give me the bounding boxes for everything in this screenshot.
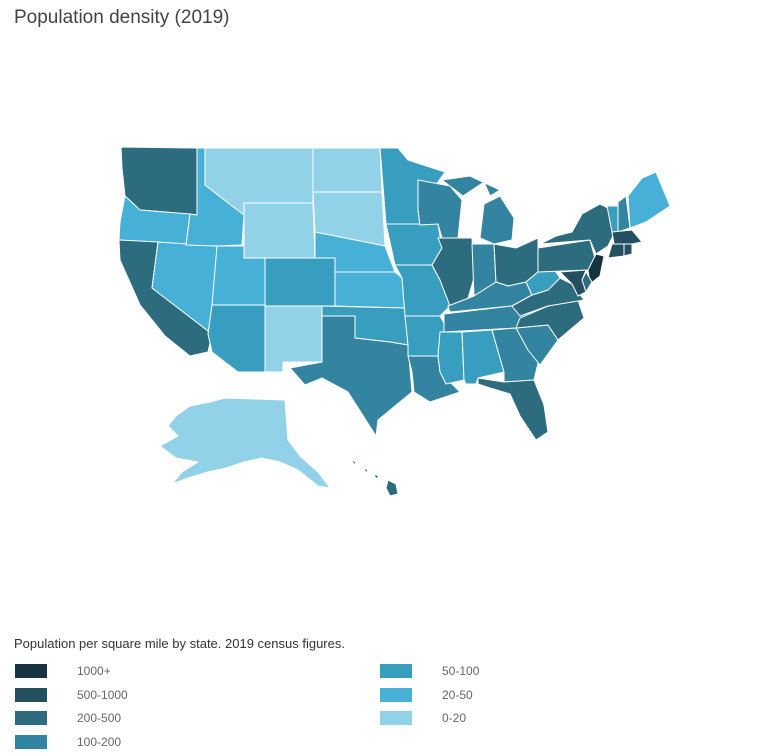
- state-nj[interactable]: [587, 253, 605, 285]
- state-ri[interactable]: [623, 243, 633, 257]
- state-me[interactable]: [627, 171, 671, 229]
- state-nd[interactable]: [312, 147, 383, 193]
- legend-swatch: [15, 664, 47, 678]
- state-mi[interactable]: [441, 175, 515, 245]
- legend-swatch: [380, 711, 412, 725]
- legend-item-0-20: 0-20: [380, 711, 466, 725]
- legend-label: 200-500: [77, 711, 122, 725]
- legend-label: 1000+: [77, 664, 111, 678]
- state-ks[interactable]: [334, 271, 406, 309]
- legend-label: 20-50: [442, 688, 473, 702]
- state-ms[interactable]: [437, 331, 465, 385]
- legend-item-200-500: 200-500: [15, 711, 121, 725]
- legend-swatch: [380, 688, 412, 702]
- state-pa[interactable]: [537, 239, 597, 273]
- state-wy[interactable]: [243, 202, 316, 259]
- legend-item-20-50: 20-50: [380, 688, 473, 702]
- state-ma[interactable]: [611, 229, 643, 245]
- legend-swatch: [15, 711, 47, 725]
- legend-swatch: [380, 664, 412, 678]
- legend-label: 50-100: [442, 664, 480, 678]
- state-co[interactable]: [264, 257, 336, 307]
- legend-swatch: [15, 688, 47, 702]
- state-hi[interactable]: [351, 459, 399, 497]
- state-fl[interactable]: [477, 377, 549, 441]
- state-ak[interactable]: [159, 397, 331, 489]
- legend-item-1000plus: 1000+: [15, 664, 111, 678]
- map-caption: Population per square mile by state. 201…: [14, 636, 345, 651]
- state-ia[interactable]: [385, 223, 443, 266]
- legend-swatch: [15, 735, 47, 749]
- legend-label: 0-20: [442, 711, 467, 725]
- state-md[interactable]: [559, 269, 587, 297]
- state-tx[interactable]: [289, 315, 413, 437]
- state-nm[interactable]: [264, 305, 323, 373]
- legend-item-50-100: 50-100: [380, 664, 479, 678]
- legend-item-100-200: 100-200: [15, 735, 121, 749]
- legend-label: 100-200: [77, 735, 122, 749]
- state-ct[interactable]: [607, 243, 625, 259]
- legend-label: 500-1000: [77, 688, 128, 702]
- map-title: Population density (2019): [14, 7, 230, 28]
- state-az[interactable]: [207, 304, 266, 373]
- legend-item-500-1000: 500-1000: [15, 688, 128, 702]
